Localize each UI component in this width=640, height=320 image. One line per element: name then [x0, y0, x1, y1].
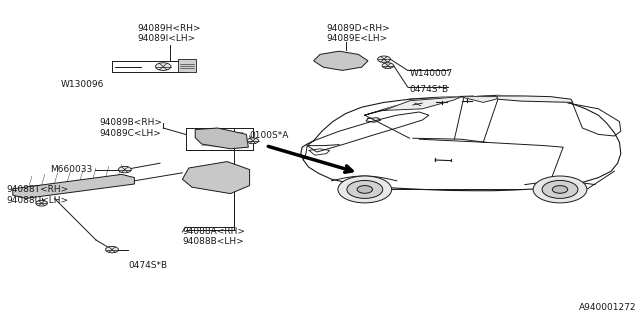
Bar: [178, 59, 196, 72]
Text: 0100S*A: 0100S*A: [250, 132, 289, 140]
Polygon shape: [461, 97, 498, 102]
Polygon shape: [314, 51, 368, 70]
Circle shape: [347, 180, 383, 198]
Circle shape: [156, 63, 171, 70]
Polygon shape: [182, 162, 250, 194]
Text: 94089H<RH>
94089I<LH>: 94089H<RH> 94089I<LH>: [138, 24, 201, 43]
Text: W130096: W130096: [61, 80, 104, 89]
Text: M660033: M660033: [51, 165, 93, 174]
Text: A940001272: A940001272: [579, 303, 637, 312]
Text: 94088T<RH>
94088U<LH>: 94088T<RH> 94088U<LH>: [6, 186, 68, 205]
Polygon shape: [365, 96, 474, 115]
Text: 94088A<RH>
94088B<LH>: 94088A<RH> 94088B<LH>: [182, 227, 245, 246]
Circle shape: [106, 246, 118, 253]
Circle shape: [533, 176, 587, 203]
Circle shape: [378, 56, 390, 62]
Circle shape: [247, 138, 259, 144]
Text: 94089B<RH>
94089C<LH>: 94089B<RH> 94089C<LH>: [99, 118, 162, 138]
Polygon shape: [384, 97, 461, 110]
Polygon shape: [195, 128, 248, 149]
Circle shape: [118, 166, 131, 173]
Circle shape: [36, 200, 47, 206]
Circle shape: [338, 176, 392, 203]
Circle shape: [382, 63, 394, 68]
Circle shape: [552, 186, 568, 193]
Polygon shape: [13, 174, 134, 198]
Text: 0474S*B: 0474S*B: [128, 261, 167, 270]
Circle shape: [542, 180, 578, 198]
Polygon shape: [496, 96, 573, 102]
Text: 94089D<RH>
94089E<LH>: 94089D<RH> 94089E<LH>: [326, 24, 390, 43]
Circle shape: [357, 186, 372, 193]
Text: 0474S*B: 0474S*B: [410, 85, 449, 94]
Text: W140007: W140007: [410, 69, 453, 78]
